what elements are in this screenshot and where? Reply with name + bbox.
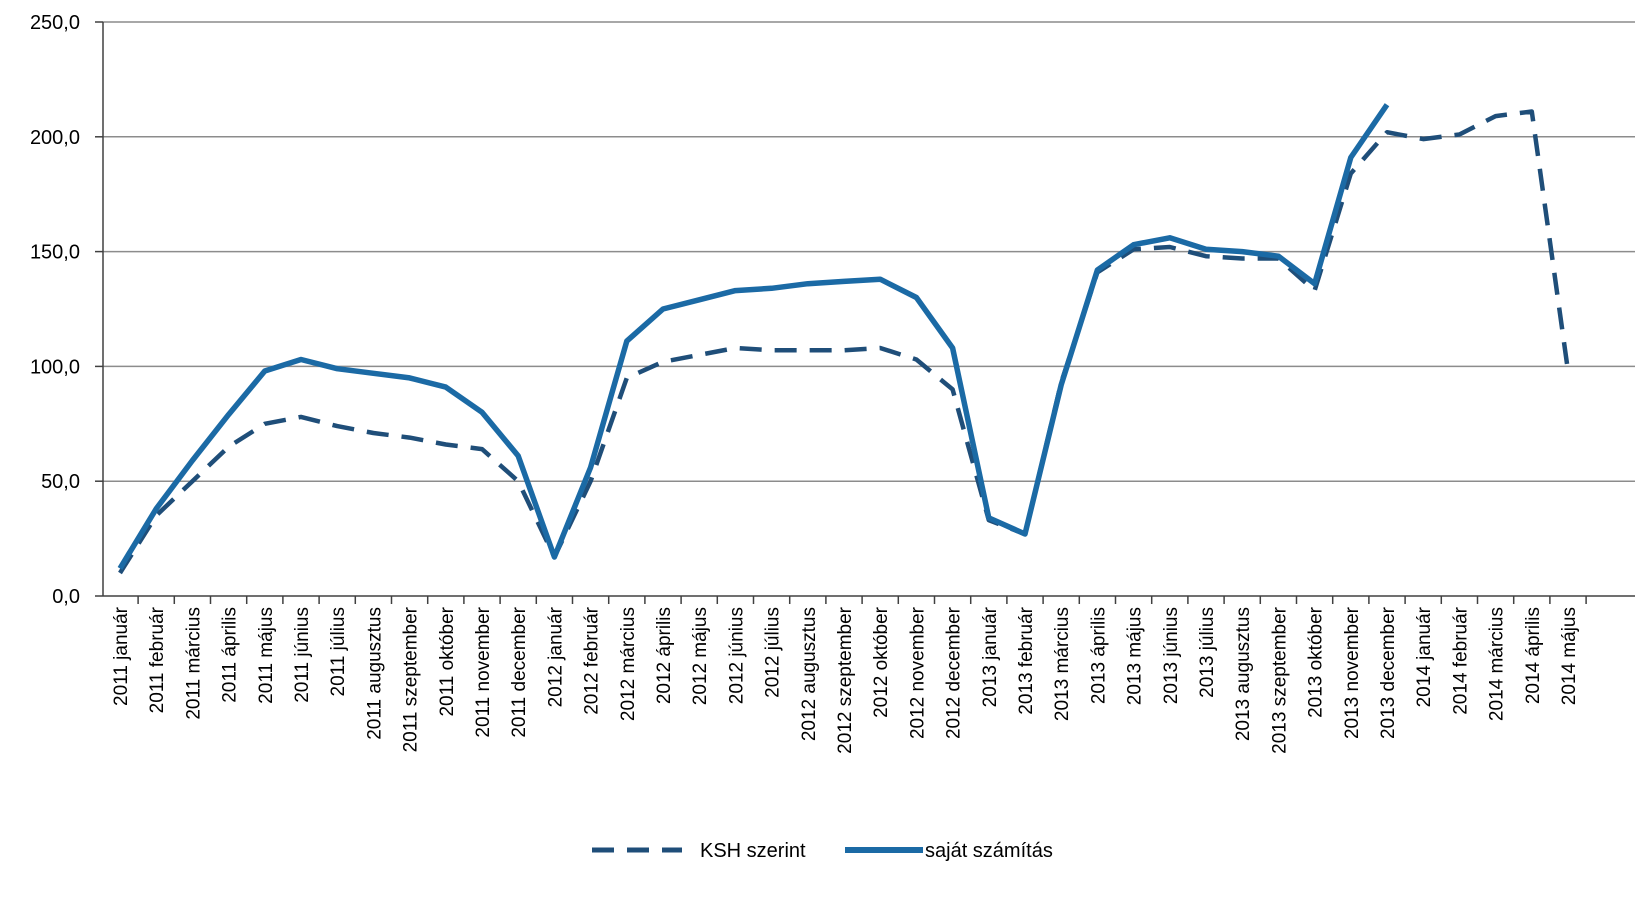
x-tick-label: 2014 március: [1487, 607, 1508, 721]
legend: KSH szerint saját számítás: [592, 840, 1053, 862]
x-tick-label: 2013 június: [1161, 607, 1182, 704]
y-tick-label: 0,0: [52, 586, 80, 608]
y-tick-label: 250,0: [30, 12, 80, 34]
x-tick-label: 2012 január: [545, 606, 566, 707]
x-tick-label: 2012 február: [582, 606, 603, 714]
x-tick-label: 2011 május: [256, 607, 277, 704]
gridlines: [103, 21, 1635, 482]
x-tick-label: 2014 január: [1414, 606, 1435, 707]
y-axis-ticks: 0,0 50,0 100,0 150,0 200,0 250,0: [30, 12, 103, 608]
x-tick-label: 2014 április: [1523, 607, 1544, 704]
x-tick-label: 2012 október: [871, 606, 892, 718]
x-tick-label: 2012 december: [944, 606, 965, 739]
x-tick-label: 2013 augusztus: [1233, 607, 1254, 741]
legend-label-sajat: saját számítás: [925, 840, 1053, 862]
x-tick-label: 2012 november: [907, 606, 928, 739]
x-tick-label: 2013 január: [980, 606, 1001, 707]
x-tick-label: 2012 március: [618, 607, 639, 721]
x-tick-label: 2011 augusztus: [364, 607, 385, 740]
x-tick-label: 2013 november: [1342, 606, 1363, 739]
y-tick-label: 50,0: [41, 471, 80, 493]
x-tick-label: 2011 szeptember: [401, 606, 422, 752]
x-tick-label: 2012 május: [690, 607, 711, 705]
x-tick-label: 2013 május: [1125, 607, 1146, 705]
y-tick-label: 200,0: [30, 127, 80, 149]
x-tick-label: 2011 október: [437, 606, 458, 716]
x-tick-label: 2011 december: [509, 606, 530, 737]
x-tick-label: 2011 január: [111, 606, 132, 706]
x-tick-label: 2013 december: [1378, 606, 1399, 739]
x-tick-label: 2012 június: [726, 607, 747, 704]
x-tick-label: 2011 március: [183, 607, 204, 720]
x-tick-label: 2011 február: [147, 606, 168, 713]
x-tick-label: 2013 február: [1016, 606, 1037, 714]
x-tick-label: 2013 április: [1088, 607, 1109, 704]
x-tick-label: 2013 július: [1197, 607, 1218, 698]
axes: [102, 22, 1635, 597]
x-tick-label: 2011 június: [292, 607, 313, 703]
series-line-ksh: [118, 109, 1571, 575]
y-tick-label: 100,0: [30, 356, 80, 378]
x-tick-label: 2014 május: [1559, 607, 1580, 705]
x-tick-label: 2011 április: [220, 607, 241, 703]
x-tick-label: 2012 augusztus: [799, 607, 820, 741]
legend-label-ksh: KSH szerint: [700, 840, 806, 862]
y-tick-label: 150,0: [30, 242, 80, 264]
x-tick-label: 2013 október: [1306, 606, 1327, 718]
x-tick-label: 2012 július: [763, 607, 784, 698]
series-line-sajat: [117, 103, 1390, 570]
x-tick-label: 2013 szeptember: [1269, 606, 1290, 753]
series-lines: [117, 103, 1571, 575]
x-tick-label: 2013 március: [1052, 607, 1073, 721]
x-tick-label: 2012 április: [654, 607, 675, 704]
x-tick-label: 2011 július: [328, 607, 349, 696]
x-tick-label: 2011 november: [473, 606, 494, 737]
x-axis-ticks: 2011 január 2011 február 2011 március 2011 …: [111, 596, 1587, 754]
x-tick-label: 2014 február: [1450, 606, 1471, 714]
x-tick-label: 2012 szeptember: [835, 606, 856, 753]
